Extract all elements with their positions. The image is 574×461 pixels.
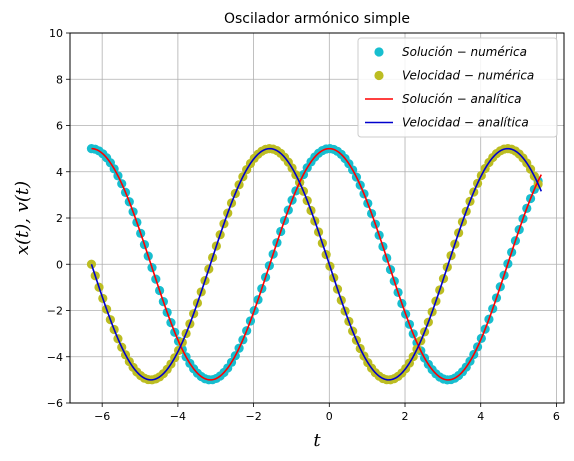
ticks: −6 −4 −2 0 2 4 6 −6 −4 −2 0 2 4 6 8 10 bbox=[47, 27, 560, 423]
y-tick-label: 4 bbox=[56, 166, 63, 179]
legend-label: Solución − numérica bbox=[402, 45, 527, 59]
x-tick-label: 2 bbox=[402, 410, 409, 423]
y-tick-label: 2 bbox=[56, 212, 63, 225]
x-tick-label: 4 bbox=[477, 410, 484, 423]
series-line bbox=[90, 147, 543, 381]
y-axis-label: x(t), v(t) bbox=[12, 181, 33, 255]
legend-label: Velocidad − numérica bbox=[402, 69, 534, 83]
y-tick-label: −2 bbox=[47, 305, 63, 318]
y-tick-label: 0 bbox=[56, 258, 63, 271]
x-tick-label: 0 bbox=[326, 410, 333, 423]
y-tick-label: −4 bbox=[47, 351, 63, 364]
series-layer bbox=[86, 144, 543, 385]
x-tick-label: −4 bbox=[170, 410, 186, 423]
y-tick-label: −6 bbox=[47, 397, 63, 410]
legend-marker bbox=[374, 47, 384, 57]
data-point bbox=[86, 259, 97, 269]
y-tick-label: 10 bbox=[49, 27, 63, 40]
x-tick-label: −6 bbox=[94, 410, 110, 423]
legend-box bbox=[357, 37, 558, 138]
legend-label: Solución − analítica bbox=[402, 92, 521, 106]
x-tick-label: −2 bbox=[245, 410, 261, 423]
x-axis-label: t bbox=[313, 430, 321, 451]
series-line bbox=[91, 147, 543, 381]
legend-marker bbox=[374, 70, 384, 81]
legend: Solución − numérica Velocidad − numérica S… bbox=[357, 37, 558, 138]
x-tick-label: 6 bbox=[553, 410, 560, 423]
legend-label: Velocidad − analítica bbox=[402, 116, 529, 130]
chart-title: Oscilador armónico simple bbox=[224, 11, 410, 27]
y-tick-label: 8 bbox=[56, 73, 63, 86]
y-tick-label: 6 bbox=[56, 120, 63, 133]
